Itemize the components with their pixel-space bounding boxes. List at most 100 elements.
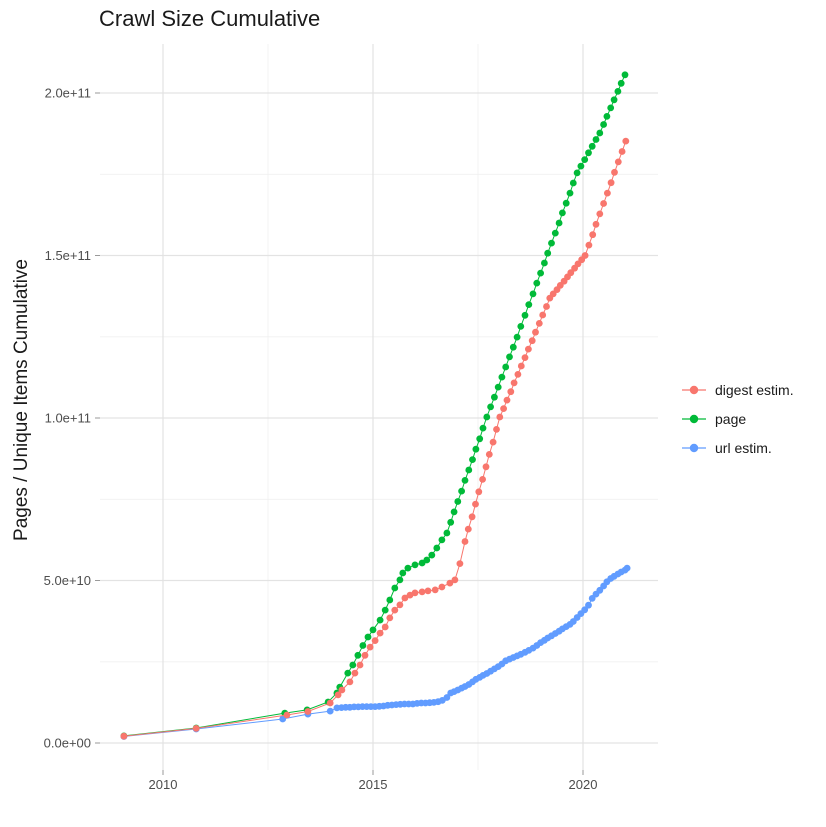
series-point-page: [517, 323, 525, 330]
series-point-page: [588, 142, 596, 150]
series-point-page: [614, 88, 622, 95]
series-point-page: [476, 435, 484, 443]
legend-key-url-estim-icon: [682, 443, 706, 453]
series-point-page: [465, 466, 473, 474]
series-point-digest-estim: [366, 643, 374, 651]
series-point-digest-estim: [381, 623, 389, 631]
series-point-digest-estim: [472, 500, 479, 508]
series-point-page: [433, 544, 441, 552]
series-point-digest-estim: [525, 345, 532, 353]
series-point-page: [438, 536, 446, 544]
series-point-page: [450, 508, 458, 516]
series-point-digest-estim: [304, 708, 312, 715]
series-line-digest-estim: [123, 140, 627, 737]
series-point-page: [359, 642, 367, 649]
series-point-page: [621, 71, 629, 79]
series-point-page: [386, 596, 394, 604]
series-point-page: [472, 445, 480, 453]
series-point-page: [447, 518, 455, 526]
legend-key-digest-estim-icon: [682, 385, 706, 395]
series-point-page: [600, 121, 607, 128]
series-point-page: [443, 529, 451, 537]
series-point-url-estim: [443, 694, 451, 701]
series-point-digest-estim: [528, 337, 536, 345]
series-point-digest-estim: [485, 451, 493, 458]
series-point-page: [566, 189, 574, 197]
series-point-page: [376, 616, 384, 624]
series-point-digest-estim: [446, 579, 454, 587]
series-point-page: [498, 373, 506, 381]
series-point-digest-estim: [532, 328, 539, 336]
series-point-url-estim: [623, 564, 631, 572]
series-point-digest-estim: [539, 311, 547, 319]
series-point-digest-estim: [456, 560, 464, 567]
series-point-digest-estim: [600, 200, 607, 207]
series-point-page: [454, 498, 462, 505]
series-point-page: [494, 383, 502, 391]
series-point-page: [364, 633, 372, 641]
series-point-url-estim: [581, 606, 589, 614]
series-point-digest-estim: [451, 576, 459, 584]
y-tick-label: 5.0e+10: [44, 573, 91, 588]
series-point-digest-estim: [326, 699, 334, 707]
series-point-digest-estim: [461, 538, 469, 545]
series-point-digest-estim: [464, 525, 472, 533]
series-point-page: [399, 569, 407, 577]
series-point-digest-estim: [507, 388, 515, 396]
series-point-digest-estim: [489, 438, 497, 446]
series-point-page: [369, 626, 377, 634]
series-point-page: [548, 239, 555, 247]
series-point-page: [577, 162, 585, 170]
legend-label-page: page: [715, 411, 747, 427]
series-point-digest-estim: [514, 371, 522, 378]
series-point-page: [396, 576, 404, 584]
series-point-digest-estim: [479, 476, 486, 483]
series-point-digest-estim: [386, 614, 394, 622]
series-point-page: [617, 79, 625, 87]
series-point-digest-estim: [585, 241, 593, 249]
series-point-digest-estim: [468, 513, 476, 521]
y-tick-label: 1.0e+11: [45, 411, 91, 426]
series-point-page: [487, 403, 494, 411]
y-axis-title: Pages / Unique Items Cumulative: [11, 259, 32, 541]
series-point-page: [537, 269, 544, 277]
x-tick-label: 2010: [149, 777, 178, 792]
series-point-page: [569, 179, 577, 187]
series-point-page: [573, 169, 581, 177]
series-point-page: [533, 279, 541, 287]
legend-item-url-estim: url estim.: [681, 438, 794, 458]
series-point-digest-estim: [607, 179, 615, 187]
series-point-digest-estim: [521, 354, 529, 361]
series-point-url-estim: [585, 601, 592, 609]
series-point-digest-estim: [192, 725, 200, 732]
chart-title: Crawl Size Cumulative: [99, 6, 321, 31]
series-point-digest-estim: [376, 629, 384, 637]
series-point-digest-estim: [500, 405, 507, 412]
series-point-digest-estim: [356, 661, 364, 669]
series-point-page: [491, 393, 498, 401]
series-point-page: [404, 564, 412, 572]
series-point-page: [458, 487, 465, 495]
series-point-digest-estim: [334, 691, 342, 699]
series-point-page: [529, 290, 537, 298]
y-tick-label: 2.0e+11: [45, 86, 91, 101]
series-point-page: [381, 606, 389, 614]
series-point-digest-estim: [517, 362, 525, 370]
series-point-digest-estim: [338, 686, 346, 694]
series-point-url-estim: [326, 707, 334, 715]
series-point-digest-estim: [424, 587, 432, 595]
series-point-digest-estim: [361, 651, 369, 659]
series-point-page: [551, 229, 559, 237]
series-point-digest-estim: [604, 189, 611, 197]
legend-key-page-icon: [682, 414, 706, 424]
series-point-page: [423, 556, 431, 564]
series-point-digest-estim: [418, 588, 426, 596]
series-line-url-estim: [123, 567, 628, 737]
series-point-page: [585, 149, 592, 157]
series-point-page: [541, 259, 548, 267]
series-point-digest-estim: [618, 148, 626, 155]
legend: digest estim. page url estim.: [681, 380, 794, 458]
series-point-page: [562, 199, 570, 207]
series-point-digest-estim: [411, 589, 419, 597]
